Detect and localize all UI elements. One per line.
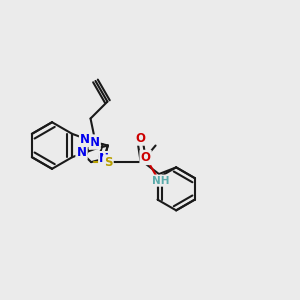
Text: NH: NH [152,176,169,186]
Text: S: S [104,156,112,169]
Text: N: N [76,146,86,159]
Text: N: N [80,133,90,146]
Text: N: N [90,136,100,148]
Text: N: N [99,152,109,165]
Text: O: O [141,151,151,164]
Text: O: O [135,131,146,145]
